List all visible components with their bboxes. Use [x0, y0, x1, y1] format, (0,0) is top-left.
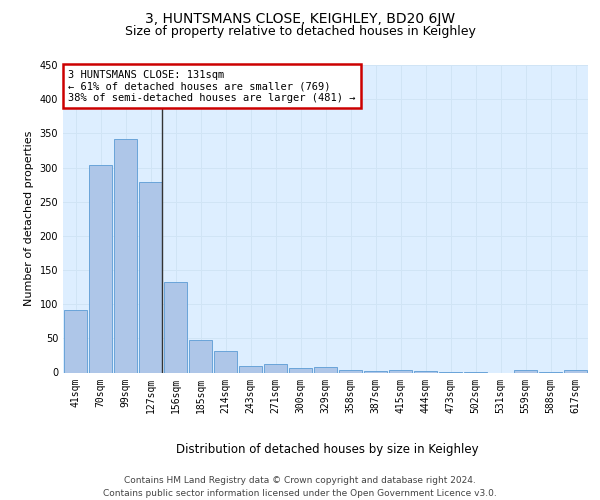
Bar — [214, 350, 237, 372]
Bar — [564, 370, 587, 372]
Text: Contains HM Land Registry data © Crown copyright and database right 2024.
Contai: Contains HM Land Registry data © Crown c… — [103, 476, 497, 498]
Y-axis label: Number of detached properties: Number of detached properties — [24, 131, 34, 306]
Bar — [139, 182, 162, 372]
Bar — [289, 368, 312, 372]
Bar — [64, 310, 87, 372]
Bar — [339, 370, 362, 372]
Text: 3 HUNTSMANS CLOSE: 131sqm
← 61% of detached houses are smaller (769)
38% of semi: 3 HUNTSMANS CLOSE: 131sqm ← 61% of detac… — [68, 70, 356, 103]
Bar — [189, 340, 212, 372]
Text: Size of property relative to detached houses in Keighley: Size of property relative to detached ho… — [125, 25, 475, 38]
Bar — [364, 371, 387, 372]
Bar — [514, 370, 537, 372]
Bar — [164, 282, 187, 372]
Bar — [389, 370, 412, 372]
Text: 3, HUNTSMANS CLOSE, KEIGHLEY, BD20 6JW: 3, HUNTSMANS CLOSE, KEIGHLEY, BD20 6JW — [145, 12, 455, 26]
Bar — [239, 366, 262, 372]
Bar — [264, 364, 287, 372]
Bar — [414, 371, 437, 372]
Bar — [314, 367, 337, 372]
Text: Distribution of detached houses by size in Keighley: Distribution of detached houses by size … — [176, 442, 478, 456]
Bar — [89, 166, 112, 372]
Bar — [114, 140, 137, 372]
